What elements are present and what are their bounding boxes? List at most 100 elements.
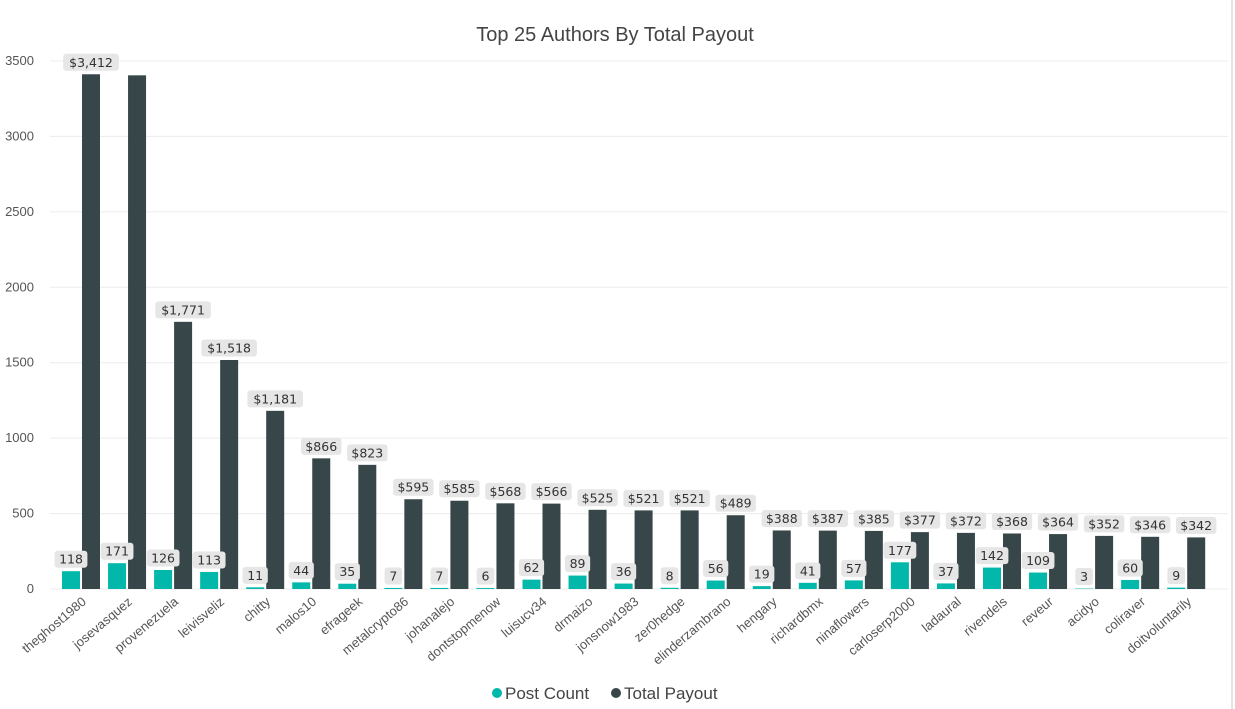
data-label-total-payout: $1,771	[161, 302, 205, 317]
bar-post-count[interactable]	[890, 562, 909, 589]
bar-total-payout[interactable]	[680, 510, 699, 589]
data-label-background	[945, 512, 987, 530]
legend[interactable]: Post Count Total Payout	[492, 684, 718, 703]
legend-label-total-payout[interactable]: Total Payout	[624, 684, 718, 703]
data-label-background	[564, 555, 591, 573]
data-label-post-count: 126	[151, 550, 175, 565]
data-label-total-payout: $866	[305, 439, 337, 454]
data-label-background	[476, 567, 495, 585]
bar-post-count[interactable]	[1121, 579, 1140, 589]
bar-total-payout[interactable]	[174, 321, 193, 589]
bar-post-count[interactable]	[568, 575, 587, 589]
bar-post-count[interactable]	[292, 582, 311, 589]
legend-marker-post-count[interactable]	[492, 688, 502, 698]
bar-total-payout[interactable]	[404, 499, 423, 589]
bar-post-count[interactable]	[200, 571, 219, 589]
bar-post-count[interactable]	[752, 586, 771, 589]
bar-post-count[interactable]	[384, 587, 403, 589]
y-tick-label: 1000	[5, 430, 34, 445]
data-label-total-payout: $377	[904, 513, 936, 528]
x-tick-label: elinderzambrano	[650, 594, 734, 668]
bar-total-payout[interactable]	[496, 503, 515, 589]
bar-post-count[interactable]	[1029, 572, 1048, 589]
bar-total-payout[interactable]	[956, 532, 975, 589]
data-label-post-count: 41	[800, 563, 816, 578]
data-label-total-payout: $364	[1042, 515, 1074, 530]
data-label-total-payout: $352	[1088, 516, 1120, 531]
data-label-background	[242, 566, 268, 584]
data-label-background	[1129, 516, 1171, 534]
data-label-background	[288, 561, 314, 579]
bar-post-count[interactable]	[338, 583, 357, 589]
x-tick-label: acidyo	[1064, 594, 1102, 630]
bar-post-count[interactable]	[522, 579, 541, 589]
data-label-post-count: 36	[616, 564, 632, 579]
data-label-total-payout: $521	[628, 491, 660, 506]
data-label-total-payout: $585	[443, 481, 475, 496]
bar-total-payout[interactable]	[266, 410, 285, 589]
y-tick-label: 3000	[5, 128, 34, 143]
data-label-background	[761, 509, 802, 527]
data-label-total-payout: $3,412	[69, 55, 113, 70]
bar-total-payout[interactable]	[726, 515, 745, 589]
data-label-post-count: 89	[570, 556, 586, 571]
bar-post-count[interactable]	[614, 583, 633, 589]
bar-post-count[interactable]	[1167, 587, 1186, 589]
bar-post-count[interactable]	[246, 587, 265, 589]
y-tick-label: 3500	[5, 53, 34, 68]
data-label-total-payout: $385	[858, 511, 890, 526]
bar-total-payout[interactable]	[1187, 537, 1206, 589]
bar-total-payout[interactable]	[542, 503, 561, 589]
data-label-post-count: 56	[708, 561, 724, 576]
bar-total-payout[interactable]	[1049, 534, 1068, 589]
data-label-total-payout: $1,181	[253, 391, 297, 406]
data-label-post-count: 62	[524, 560, 540, 575]
bar-post-count[interactable]	[62, 571, 80, 589]
bar-total-payout[interactable]	[1095, 535, 1114, 589]
bar-post-count[interactable]	[154, 569, 173, 589]
data-label-background	[1075, 568, 1093, 586]
bar-total-payout[interactable]	[82, 74, 100, 589]
bar-post-count[interactable]	[798, 582, 817, 589]
data-label-post-count: 11	[247, 568, 263, 583]
legend-marker-total-payout[interactable]	[611, 688, 621, 698]
bar-total-payout[interactable]	[1141, 536, 1160, 589]
legend-label-post-count[interactable]: Post Count	[505, 684, 589, 703]
bar-post-count[interactable]	[430, 587, 449, 589]
data-label-total-payout: $368	[996, 514, 1028, 529]
x-tick-label: rivendels	[960, 593, 1010, 638]
bar-total-payout[interactable]	[588, 509, 607, 589]
bar-post-count[interactable]	[844, 580, 863, 589]
bar-total-payout[interactable]	[128, 75, 147, 590]
bar-total-payout[interactable]	[772, 530, 791, 589]
data-label-total-payout: $342	[1180, 518, 1212, 533]
bar-total-payout[interactable]	[450, 500, 469, 589]
bar-total-payout[interactable]	[910, 532, 929, 589]
data-label-background	[853, 510, 895, 528]
data-label-total-payout: $372	[950, 513, 982, 528]
bar-total-payout[interactable]	[634, 510, 653, 589]
bar-total-payout[interactable]	[358, 464, 377, 589]
bar-post-count[interactable]	[936, 583, 955, 589]
data-label-post-count: 7	[435, 568, 443, 583]
bar-total-payout[interactable]	[1003, 533, 1021, 589]
bar-total-payout[interactable]	[818, 530, 837, 589]
data-label-background	[247, 390, 303, 408]
data-label-background	[807, 510, 848, 528]
bar-total-payout[interactable]	[312, 458, 331, 589]
data-label-background	[1176, 516, 1217, 534]
x-tick-label: ladaural	[919, 594, 964, 635]
bar-post-count[interactable]	[476, 588, 495, 589]
x-tick-label: luisucv34	[498, 594, 549, 640]
bar-post-count[interactable]	[983, 567, 1001, 589]
data-label-post-count: 37	[938, 564, 954, 579]
data-label-background	[1167, 567, 1185, 585]
data-label-background	[155, 301, 211, 319]
bar-post-count[interactable]	[706, 580, 725, 589]
data-label-total-payout: $568	[490, 484, 522, 499]
bar-post-count[interactable]	[108, 563, 127, 589]
bar-total-payout[interactable]	[864, 530, 883, 589]
bar-total-payout[interactable]	[220, 359, 239, 589]
bar-post-count[interactable]	[660, 587, 679, 589]
data-label-background	[439, 480, 480, 498]
